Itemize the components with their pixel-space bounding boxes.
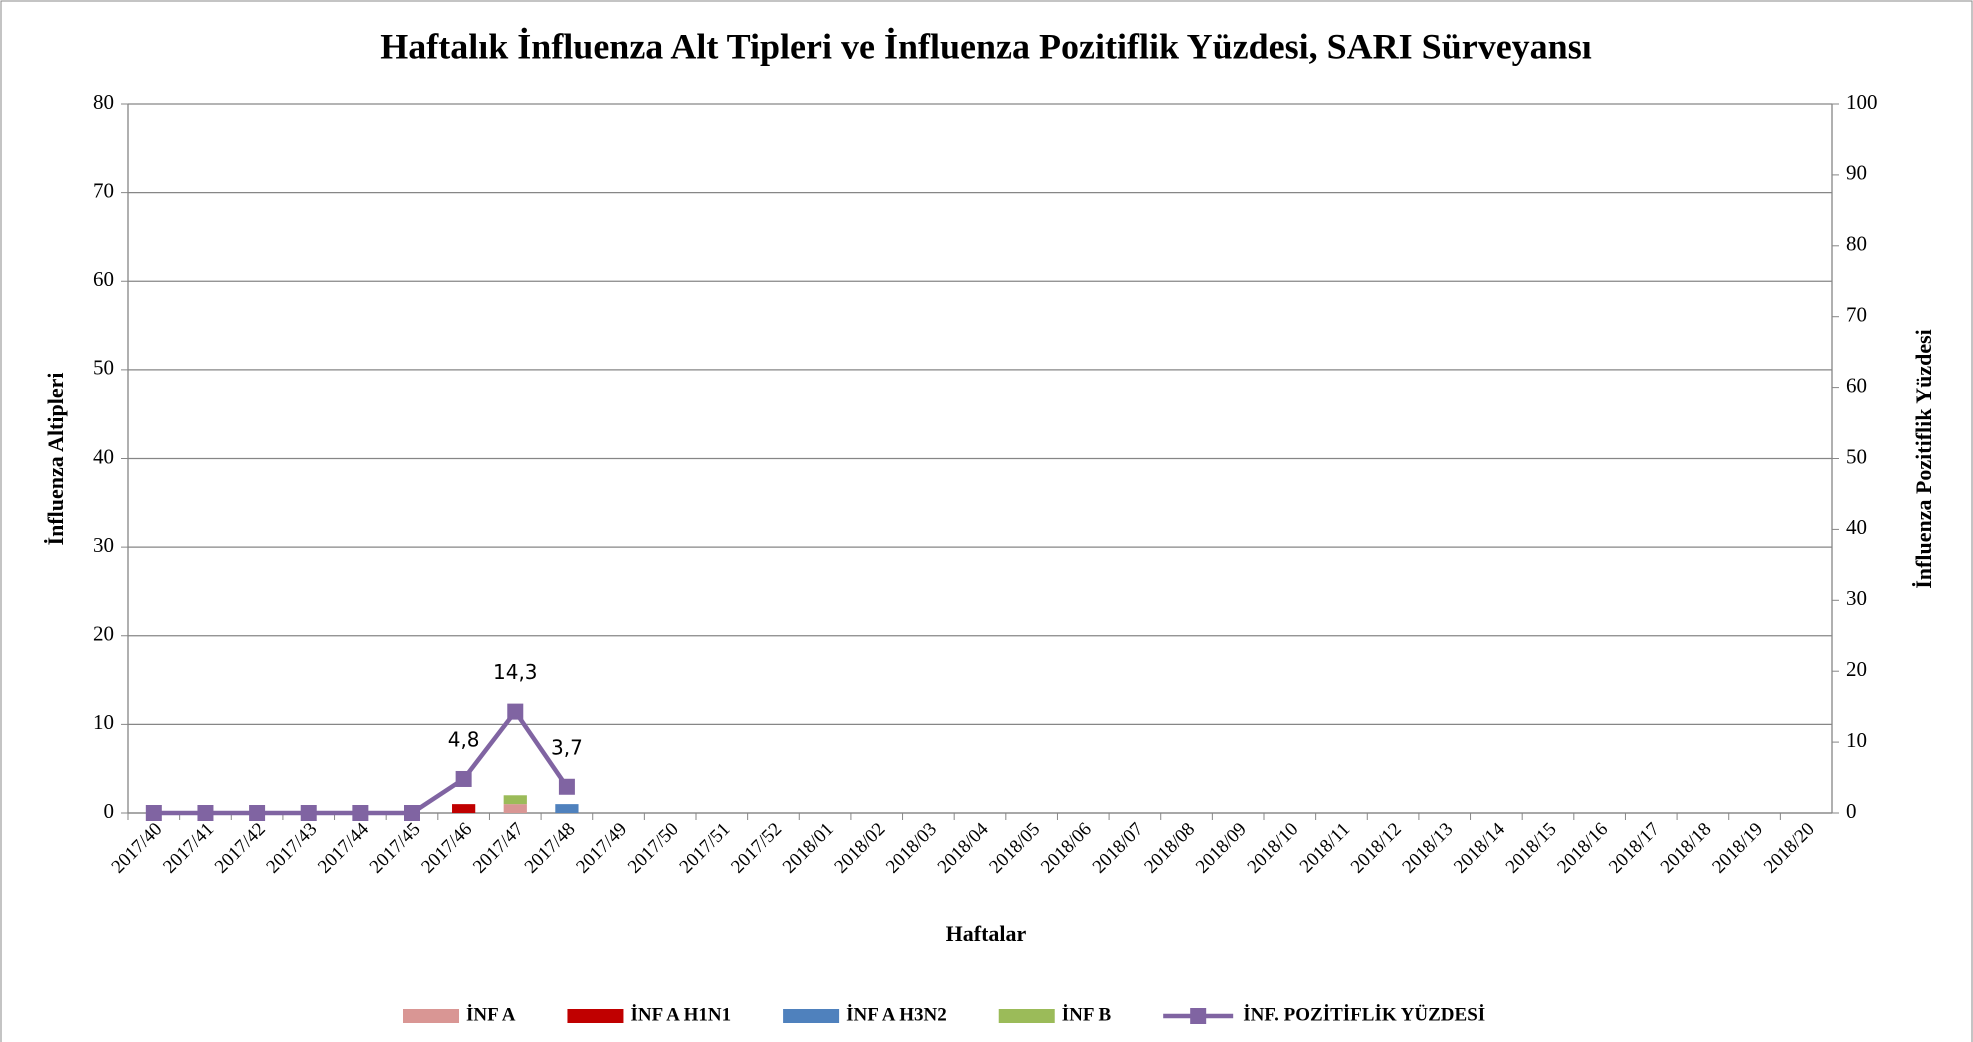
x-tick-label: 2017/51	[676, 819, 735, 878]
legend-swatch	[567, 1009, 624, 1023]
x-tick-label: 2017/42	[211, 819, 270, 878]
x-tick-label: 2017/52	[727, 819, 786, 878]
line-marker	[455, 770, 472, 787]
y2-tick-label: 40	[1846, 515, 1867, 539]
x-tick-label: 2018/16	[1553, 819, 1612, 878]
x-tick-label: 2017/41	[159, 819, 218, 878]
legend-label: İNF A H1N1	[630, 1004, 731, 1025]
line-marker	[558, 778, 575, 795]
line-marker	[404, 805, 420, 821]
y2-axis-title: İnfluenza Pozitiflik Yüzdesi	[1911, 329, 1936, 589]
bar	[452, 804, 476, 813]
legend-label: İNF B	[1062, 1004, 1112, 1025]
x-tick-label: 2017/43	[262, 819, 321, 878]
legend-label: İNF. POZİTİFLİK YÜZDESİ	[1243, 1004, 1485, 1025]
x-tick-label: 2018/05	[985, 819, 1044, 878]
y-tick-label: 0	[104, 799, 115, 823]
y2-tick-label: 100	[1846, 90, 1878, 114]
line-marker	[300, 805, 317, 821]
x-axis-title: Haftalar	[946, 921, 1027, 946]
x-tick-label: 2018/11	[1296, 819, 1354, 877]
y2-tick-label: 90	[1846, 161, 1867, 185]
y-tick-label: 30	[93, 533, 114, 557]
data-label: 14,3	[493, 660, 538, 684]
y-tick-label: 40	[93, 444, 114, 468]
y2-tick-label: 80	[1846, 232, 1867, 256]
legend-marker	[1190, 1008, 1207, 1024]
x-tick-label: 2018/13	[1398, 819, 1457, 878]
x-tick-label: 2017/40	[108, 819, 167, 878]
line-marker	[507, 703, 524, 720]
x-tick-label: 2017/47	[469, 819, 528, 878]
x-tick-label: 2017/48	[521, 819, 580, 878]
legend-label: İNF A H3N2	[846, 1004, 947, 1025]
y2-tick-label: 10	[1846, 728, 1867, 752]
x-tick-label: 2018/03	[882, 819, 941, 878]
x-tick-label: 2017/50	[624, 819, 683, 878]
x-tick-label: 2017/49	[572, 819, 631, 878]
y2-tick-label: 0	[1846, 799, 1857, 823]
y2-tick-label: 70	[1846, 303, 1867, 327]
line-marker	[249, 805, 266, 821]
bar	[503, 795, 527, 805]
x-tick-label: 2017/44	[314, 818, 373, 877]
y-tick-label: 70	[93, 178, 114, 202]
x-tick-label: 2018/15	[1502, 819, 1561, 878]
x-tick-label: 2018/08	[1140, 819, 1199, 878]
x-tick-label: 2018/04	[934, 818, 993, 877]
legend-swatch	[403, 1009, 459, 1023]
x-tick-label: 2017/45	[366, 819, 425, 878]
bar	[503, 804, 527, 813]
x-tick-label: 2018/07	[1089, 819, 1148, 878]
line-marker	[145, 805, 162, 821]
legend-swatch	[783, 1009, 840, 1023]
data-label: 3,7	[551, 735, 583, 759]
x-tick-label: 2018/09	[1192, 819, 1251, 878]
x-tick-label: 2018/06	[1037, 819, 1096, 878]
x-tick-label: 2018/19	[1708, 819, 1767, 878]
x-tick-label: 2018/18	[1657, 819, 1716, 878]
y-tick-label: 60	[93, 267, 114, 291]
x-tick-label: 2018/14	[1450, 818, 1509, 877]
chart-title: Haftalık İnfluenza Alt Tipleri ve İnflue…	[380, 26, 1591, 66]
x-tick-label: 2018/10	[1244, 819, 1303, 878]
x-tick-label: 2018/02	[830, 819, 889, 878]
x-tick-label: 2018/17	[1605, 819, 1664, 878]
y-tick-label: 10	[93, 710, 114, 734]
bar	[555, 804, 579, 813]
legend-swatch	[998, 1009, 1055, 1023]
y2-tick-label: 30	[1846, 586, 1867, 610]
y-axis-title: İnfluenza Altipleri	[43, 373, 68, 546]
y-tick-label: 50	[93, 356, 114, 380]
line-marker	[352, 805, 369, 821]
x-tick-label: 2018/12	[1347, 819, 1406, 878]
y2-tick-label: 50	[1846, 444, 1867, 468]
x-tick-label: 2017/46	[417, 819, 476, 878]
y2-tick-label: 20	[1846, 657, 1867, 681]
x-tick-label: 2018/01	[779, 819, 838, 878]
y-tick-label: 80	[93, 90, 114, 114]
y-tick-label: 20	[93, 622, 114, 646]
x-tick-label: 2018/20	[1760, 819, 1819, 878]
data-label: 4,8	[448, 727, 480, 751]
line-marker	[197, 805, 214, 821]
legend-label: İNF A	[466, 1004, 516, 1025]
y2-tick-label: 60	[1846, 373, 1867, 397]
